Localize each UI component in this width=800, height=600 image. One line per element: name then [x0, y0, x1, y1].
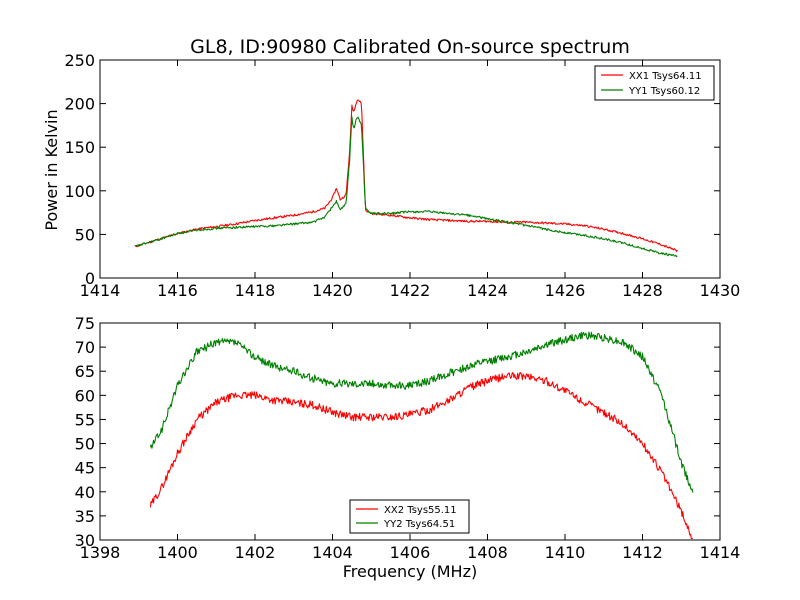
bottom-x-tick-label: 1410: [545, 543, 586, 562]
top-x-tick-label: 1422: [390, 281, 431, 300]
top-x-tick-label: 1420: [312, 281, 353, 300]
top-y-tick-label: 0: [85, 269, 95, 288]
bottom-x-tick-label: 1408: [467, 543, 508, 562]
top-series-line-2: [134, 116, 678, 258]
bottom-legend-box: [349, 499, 470, 534]
top-x-tick-label: 1424: [467, 281, 508, 300]
bottom-x-tick-label: 1402: [235, 543, 276, 562]
top-x-tick-label: 1416: [157, 281, 198, 300]
bottom-y-tick-label: 45: [75, 459, 95, 478]
bottom-series-line-1: [149, 371, 693, 540]
top-series-line-1: [134, 99, 678, 252]
top-x-tick-label: 1428: [622, 281, 663, 300]
top-y-tick-label: 200: [64, 95, 95, 114]
top-legend-box: [594, 65, 715, 101]
bottom-y-tick-label: 40: [75, 483, 95, 502]
bottom-y-tick-label: 65: [75, 362, 95, 381]
top-ticks-layer: 1414 1416 1418 1420 1422 1424 1426 1428 1430 0 50 1…: [64, 51, 740, 300]
top-x-tick-label: 1418: [235, 281, 276, 300]
bottom-y-tick-label: 55: [75, 410, 95, 429]
top-x-tick-label: 1414: [80, 281, 121, 300]
top-legend: XX1 Tsys64.11 YY1 Tsys60.12: [594, 65, 715, 101]
bottom-ticks-layer: 1398 1400 1402 1404 1406 1408 1410 1412 1414 30 35…: [75, 314, 741, 562]
bottom-legend-label-xx2: XX2 Tsys55.11: [384, 505, 457, 516]
bottom-y-tick-label: 30: [75, 531, 95, 550]
bottom-x-tick-label: 1398: [80, 543, 121, 562]
top-y-axis-label: Power in Kelvin: [42, 109, 61, 230]
top-y-tick-label: 250: [64, 51, 95, 70]
bottom-y-tick-label: 50: [75, 435, 95, 454]
bottom-x-tick-label: 1404: [312, 543, 353, 562]
bottom-legend-label-yy2: YY2 Tsys64.51: [383, 519, 455, 530]
bottom-y-tick-label: 70: [75, 338, 95, 357]
bottom-x-tick-label: 1412: [622, 543, 663, 562]
top-x-tick-label: 1426: [545, 281, 586, 300]
bottom-x-axis-label: Frequency (MHz): [343, 562, 477, 581]
top-x-tick-label: 1430: [700, 281, 741, 300]
top-series-layer: [134, 99, 678, 258]
chart-title: GL8, ID:90980 Calibrated On-source spect…: [190, 36, 630, 58]
top-y-tick-label: 50: [75, 225, 95, 244]
bottom-legend: XX2 Tsys55.11 YY2 Tsys64.51: [349, 499, 470, 534]
bottom-series-layer: [149, 331, 694, 540]
top-y-tick-label: 100: [64, 182, 95, 201]
bottom-y-tick-label: 75: [75, 314, 95, 333]
bottom-x-tick-label: 1414: [700, 543, 741, 562]
bottom-x-tick-label: 1400: [157, 543, 198, 562]
bottom-series-line-2: [149, 331, 694, 493]
bottom-y-tick-label: 60: [75, 386, 95, 405]
top-y-tick-label: 150: [64, 138, 95, 157]
top-legend-label-xx1: XX1 Tsys64.11: [629, 71, 702, 82]
bottom-panel: Frequency (MHz) 1398 1400 1402 1404 1406 1408…: [75, 314, 741, 581]
top-legend-label-yy1: YY1 Tsys60.12: [628, 86, 700, 97]
top-panel: Power in Kelvin 1414 1416 1418 1420 1422 1424…: [42, 51, 740, 300]
bottom-x-tick-label: 1406: [390, 543, 431, 562]
bottom-y-tick-label: 35: [75, 507, 95, 526]
